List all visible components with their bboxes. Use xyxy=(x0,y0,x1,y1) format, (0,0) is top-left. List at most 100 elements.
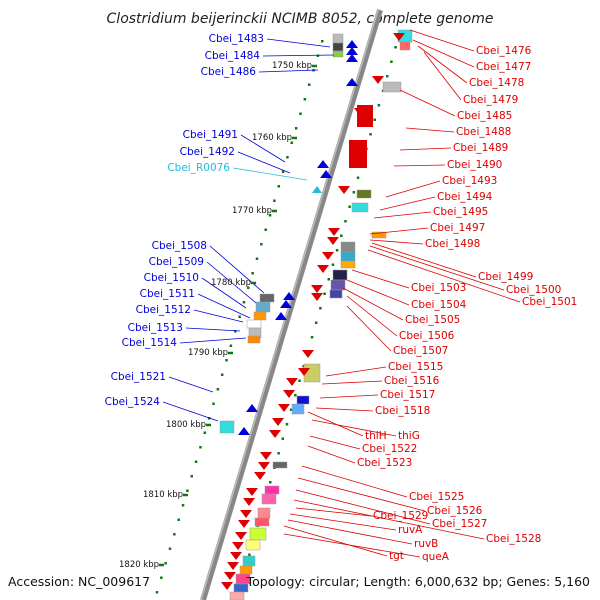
scale-dot xyxy=(310,336,314,339)
gene-label-cbei_1491: Cbei_1491 xyxy=(183,129,238,141)
scale-dot xyxy=(212,402,215,405)
label-leader xyxy=(409,29,475,52)
label-leader xyxy=(309,435,361,450)
scale-dot xyxy=(302,365,305,368)
scale-dot xyxy=(286,156,289,159)
right-gene-arrow xyxy=(338,186,350,194)
scale-dot xyxy=(289,408,293,411)
scale-dot xyxy=(323,292,326,295)
scale-dot xyxy=(248,553,251,556)
feature-box xyxy=(247,335,261,344)
label-leader xyxy=(319,394,379,399)
right-gene-arrow xyxy=(258,462,270,470)
label-leader xyxy=(405,127,455,133)
label-leader xyxy=(373,211,432,219)
topology-text: Topology: circular; Length: 6,000,632 bp… xyxy=(246,574,590,589)
feature-arrows xyxy=(221,33,405,590)
scale-dot xyxy=(273,199,276,202)
right-gene-block xyxy=(357,105,373,127)
scale-dot xyxy=(277,452,280,455)
gene-label-cbei_1493: Cbei_1493 xyxy=(442,175,497,187)
label-leader xyxy=(346,305,392,352)
label-leader xyxy=(201,277,247,309)
scale-dot xyxy=(269,481,272,484)
tick-labels: 1750 kbp 1760 kbp 1770 kbp 1780 kbp 1790 kbp… xyxy=(119,61,317,570)
scale-dot xyxy=(160,576,163,579)
feature-box xyxy=(351,202,369,213)
label-leader xyxy=(369,245,505,291)
feature-box xyxy=(340,241,356,253)
scale-dot xyxy=(319,307,322,310)
gene-label-cbei_1526: Cbei_1526 xyxy=(427,505,483,517)
label-leader xyxy=(399,89,456,117)
right-gene-arrow xyxy=(286,378,298,386)
left-gene-arrow xyxy=(346,78,358,86)
label-leader xyxy=(417,45,468,84)
feature-box xyxy=(330,279,346,291)
accession-text: Accession: NC_009617 xyxy=(8,574,150,589)
scale-dot xyxy=(390,60,393,63)
right-gene-arrow xyxy=(278,404,290,412)
gene-label-cbei_1510: Cbei_1510 xyxy=(144,272,199,284)
label-leader xyxy=(351,269,410,289)
tick-label: 1820 kbp xyxy=(119,560,159,570)
gene-label-ruvb: ruvB xyxy=(414,538,438,550)
label-leader xyxy=(325,366,387,377)
feature-box xyxy=(253,311,267,321)
gene-label-cbei_r0076: Cbei_R0076 xyxy=(167,162,230,174)
scale-dot xyxy=(264,228,267,231)
label-leader xyxy=(295,489,431,525)
scale-dot xyxy=(394,46,397,49)
scale-dot xyxy=(298,379,301,382)
tick-label: 1780 kbp xyxy=(211,278,251,288)
right-gene-arrow xyxy=(240,510,252,518)
scale-dot xyxy=(168,547,172,550)
scale-dot xyxy=(164,562,167,565)
feature-box xyxy=(303,363,321,383)
feature-box xyxy=(296,395,310,405)
gene-label-cbei_1486: Cbei_1486 xyxy=(201,66,257,78)
scale-dot xyxy=(335,249,339,252)
left-gene-arrow xyxy=(317,160,329,168)
label-leader xyxy=(297,477,426,512)
feature-box xyxy=(382,81,402,93)
right-gene-arrow xyxy=(254,472,266,480)
label-leader xyxy=(240,134,286,163)
gene-label-cbei_1479: Cbei_1479 xyxy=(463,94,518,106)
label-leader xyxy=(237,151,291,174)
label-leaders xyxy=(162,29,521,558)
feature-box xyxy=(239,565,253,575)
left-gene-arrow xyxy=(346,47,358,55)
gene-label-cbei_1500: Cbei_1500 xyxy=(506,284,561,296)
feature-box xyxy=(329,289,343,299)
scale-dot xyxy=(285,423,289,426)
gene-label-cbei_1478: Cbei_1478 xyxy=(469,77,524,89)
label-leader xyxy=(206,261,257,304)
label-leader xyxy=(283,525,388,557)
scale-dot xyxy=(377,104,381,107)
label-leader xyxy=(197,293,251,319)
label-leader xyxy=(209,245,265,294)
left-gene-arrow xyxy=(238,427,250,435)
gene-label-cbei_1506: Cbei_1506 xyxy=(399,330,455,342)
feature-box xyxy=(332,50,344,58)
scale-dot xyxy=(190,475,193,478)
label-leader xyxy=(371,242,477,278)
scale-dot xyxy=(281,170,285,173)
label-leader xyxy=(393,164,446,167)
right-gene-arrow xyxy=(372,76,384,84)
right-gene-arrow xyxy=(224,572,236,580)
gene-label-cbei_1518: Cbei_1518 xyxy=(375,405,430,417)
feature-box xyxy=(254,517,270,527)
right-gene-arrow xyxy=(230,552,242,560)
scale-dot xyxy=(177,518,180,521)
gene-label-tgt: tgt xyxy=(389,550,404,562)
right-gene-arrow xyxy=(311,293,323,301)
label-leader xyxy=(369,239,424,245)
gene-label-quea: queA xyxy=(422,551,450,563)
feature-box xyxy=(371,231,387,239)
scale-dot xyxy=(225,359,228,362)
scale-dot xyxy=(316,54,320,57)
map-title: Clostridium beijerinckii NCIMB 8052, com… xyxy=(107,11,494,27)
